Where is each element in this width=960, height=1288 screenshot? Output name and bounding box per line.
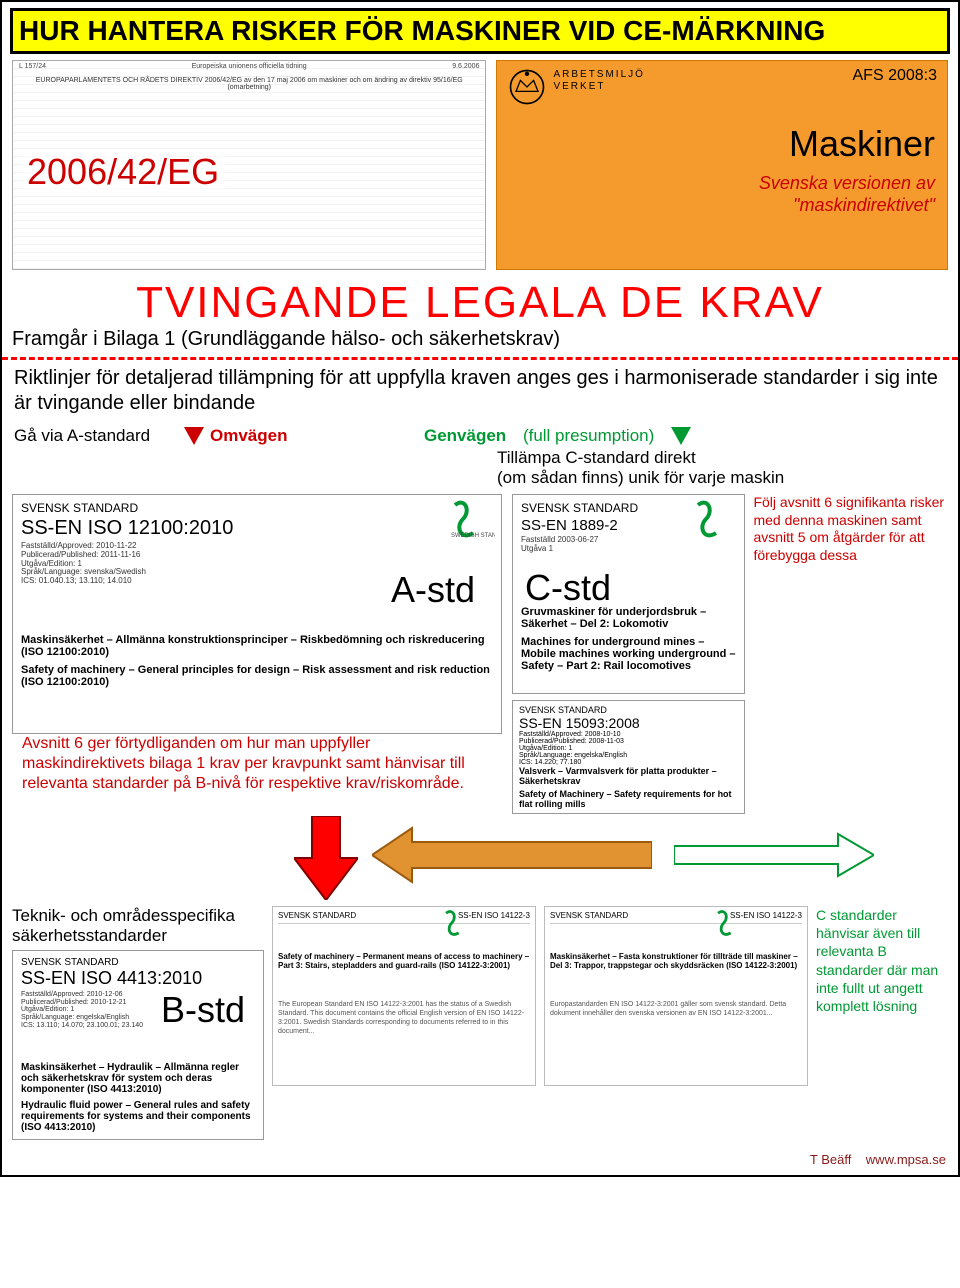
mini2-body: Europastandarden EN ISO 14122-3:2001 gäl…: [550, 1000, 802, 1018]
mini-card-2: SVENSK STANDARD SS-EN ISO 14122-3 Maskin…: [544, 906, 808, 1086]
eu-hdr-left: L 157/24: [19, 63, 46, 70]
c2-title-en: Safety of Machinery – Safety requirement…: [519, 789, 738, 809]
page: HUR HANTERA RISKER FÖR MASKINER VID CE-M…: [0, 0, 960, 1177]
label-omvagen: Omvägen: [210, 426, 287, 446]
standards-row: SWEDISH STANDARDS INSTITUTE SVENSK STAND…: [12, 494, 948, 814]
svg-text:SWEDISH STANDARDS INSTITUTE: SWEDISH STANDARDS INSTITUTE: [451, 533, 495, 539]
crown-icon: [505, 65, 549, 109]
mini1-hdr-l: SVENSK STANDARD: [278, 911, 356, 920]
b-std-tag: B-std: [161, 989, 245, 1031]
b-ss-label: SVENSK STANDARD: [21, 957, 255, 968]
c-std-card: SVENSK STANDARD SS-EN 1889-2 Fastställd …: [512, 494, 745, 694]
a-ss-label: SVENSK STANDARD: [21, 501, 493, 515]
eu-hdr-mid: Europeiska unionens officiella tidning: [192, 63, 307, 70]
top-docs-row: L 157/24 Europeiska unionens officiella …: [12, 60, 948, 270]
a-title-sv: Maskinsäkerhet – Allmänna konstruktionsp…: [21, 634, 493, 658]
eu-directive-doc: L 157/24 Europeiska unionens officiella …: [12, 60, 486, 270]
b-std-card: SVENSK STANDARD SS-EN ISO 4413:2010 Fast…: [12, 950, 264, 1140]
afs-doc: ARBETSMILJÖ VERKET AFS 2008:3 Maskiner S…: [496, 60, 948, 270]
arrow-strip: [12, 822, 948, 902]
b-title-en: Hydraulic fluid power – General rules an…: [21, 1100, 255, 1133]
afs-number: AFS 2008:3: [853, 67, 938, 85]
dashed-separator: [2, 357, 958, 360]
a-std-tag: A-std: [391, 569, 475, 611]
big-red-arrow-icon: [294, 816, 358, 900]
hollow-arrow-right-icon: [674, 830, 874, 880]
sis-logo-icon: [441, 909, 475, 937]
afs-subtitle: Svenska versionen av "maskindirektivet": [759, 173, 935, 216]
eu-doc-header: L 157/24 Europeiska unionens officiella …: [19, 63, 479, 70]
afs-main-title: Maskiner: [789, 123, 935, 165]
c-std-column: SVENSK STANDARD SS-EN 1889-2 Fastställd …: [512, 494, 948, 814]
b-std-column: Teknik- och områdesspecifika säkerhetsst…: [12, 906, 264, 1140]
c2-title-sv: Valsverk – Varmvalsverk för platta produ…: [519, 766, 738, 786]
legal-req-sub: Framgår i Bilaga 1 (Grundläggande hälso-…: [12, 328, 948, 351]
c-ref-note: C standarder hänvisar även till relevant…: [816, 906, 948, 1015]
a-std-note: Avsnitt 6 ger förtydliganden om hur man …: [22, 734, 492, 794]
footer-url: www.mpsa.se: [866, 1152, 946, 1167]
eu-hdr-right: 9.6.2006: [452, 63, 479, 70]
sis-logo-icon: [692, 499, 738, 539]
footer: T Beäff www.mpsa.se: [2, 1148, 958, 1175]
sis-logo-icon: SWEDISH STANDARDS INSTITUTE: [449, 499, 495, 539]
c2-ss-label: SVENSK STANDARD: [519, 705, 738, 715]
mini1-title-en: Safety of machinery – Permanent means of…: [278, 952, 530, 970]
b-ss-num: SS-EN ISO 4413:2010: [21, 968, 255, 989]
arrow-down-icon: [184, 427, 204, 445]
orange-arrow-left-icon: [372, 826, 652, 884]
label-genvagen: Genvägen: [424, 426, 506, 446]
c2-ss-meta: Fastställd/Approved: 2008-10-10 Publicer…: [519, 731, 738, 766]
mini-card-1: SVENSK STANDARD SS-EN ISO 14122-3 Safety…: [272, 906, 536, 1086]
a-title-en: Safety of machinery – General principles…: [21, 664, 493, 688]
bottom-row: Teknik- och områdesspecifika säkerhetsst…: [12, 906, 948, 1140]
b-section-title: Teknik- och områdesspecifika säkerhetsst…: [12, 906, 264, 946]
c-std-tag: C-std: [525, 567, 611, 609]
a-std-card: SWEDISH STANDARDS INSTITUTE SVENSK STAND…: [12, 494, 502, 734]
label-gavia: Gå via A-standard: [14, 426, 150, 446]
eu-directive-overlay: 2006/42/EG: [21, 149, 225, 195]
c-apply-text: Tillämpa C-standard direkt (om sådan fin…: [2, 448, 946, 488]
legal-req-banner: TVINGANDE LEGALA DE KRAV: [12, 278, 948, 328]
label-genvagen-paren: (full presumption): [523, 426, 654, 446]
flow-labels-row: Gå via A-standard Omvägen Genvägen (full…: [14, 426, 946, 446]
c-side-text: Följ avsnitt 6 signifikanta risker med d…: [753, 494, 944, 563]
c-side-note: Följ avsnitt 6 signifikanta risker med d…: [753, 494, 948, 814]
a-ss-num: SS-EN ISO 12100:2010: [21, 517, 493, 540]
arrow-down-icon: [671, 427, 691, 445]
c-std2-card: SVENSK STANDARD SS-EN 15093:2008 Faststä…: [512, 700, 745, 814]
mini1-body: The European Standard EN ISO 14122-3:200…: [278, 1000, 530, 1036]
footer-author: T Beäff: [810, 1152, 851, 1167]
guideline-text: Riktlinjer för detaljerad tillämpning fö…: [14, 366, 946, 416]
mini2-title-sv: Maskinsäkerhet – Fasta konstruktioner fö…: [550, 952, 802, 970]
c-title-en: Machines for underground mines – Mobile …: [521, 636, 736, 672]
b-title-sv: Maskinsäkerhet – Hydraulik – Allmänna re…: [21, 1062, 255, 1095]
c2-ss-num: SS-EN 15093:2008: [519, 715, 738, 731]
c-title-sv: Gruvmaskiner för underjordsbruk – Säkerh…: [521, 606, 736, 630]
mini2-hdr-l: SVENSK STANDARD: [550, 911, 628, 920]
eu-doc-title: EUROPAPARLAMENTETS OCH RÅDETS DIREKTIV 2…: [19, 77, 479, 91]
page-title-bar: HUR HANTERA RISKER FÖR MASKINER VID CE-M…: [10, 8, 950, 54]
afs-agency-label: ARBETSMILJÖ VERKET: [553, 69, 644, 93]
sis-logo-icon: [713, 909, 747, 937]
